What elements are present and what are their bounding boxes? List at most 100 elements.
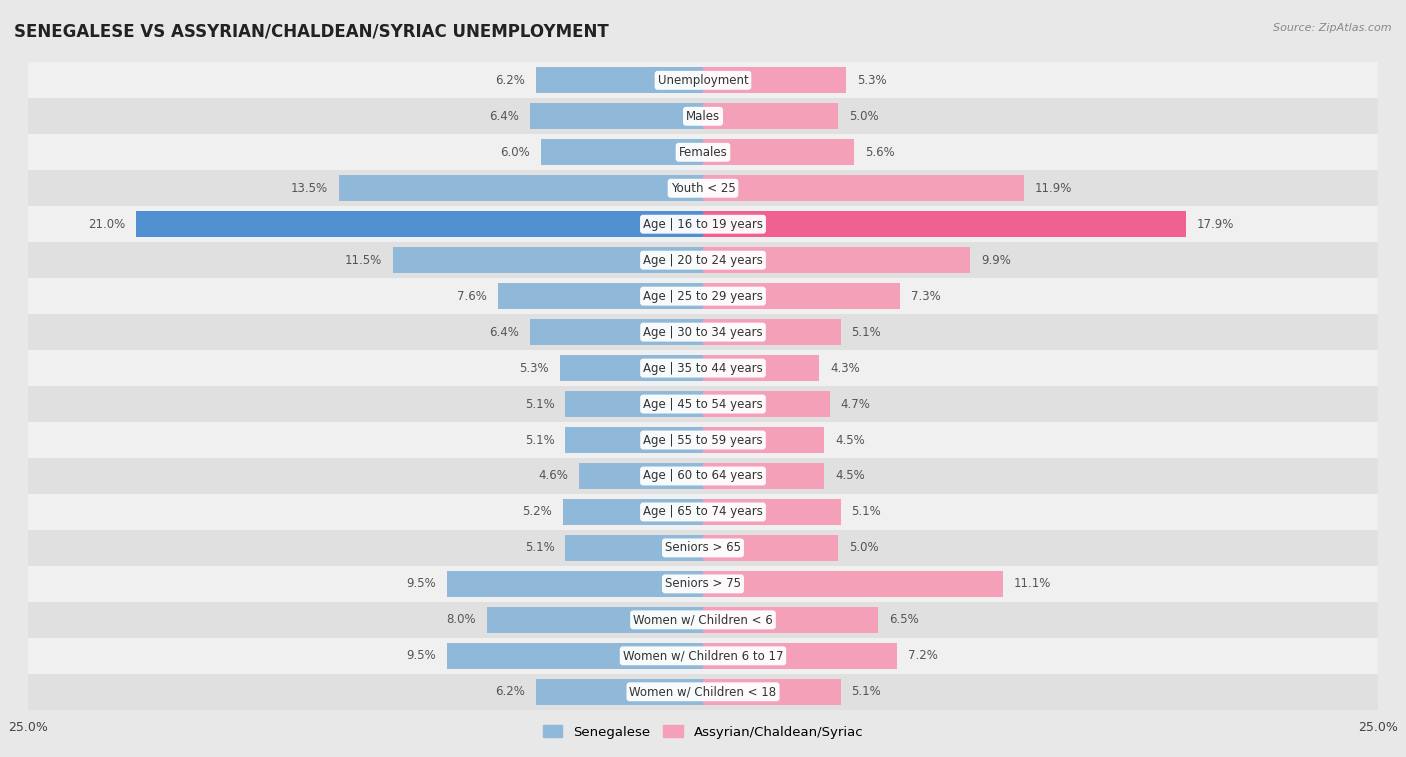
Bar xyxy=(541,139,703,165)
Bar xyxy=(28,314,1378,350)
Bar xyxy=(703,283,900,309)
Text: 7.6%: 7.6% xyxy=(457,290,486,303)
Text: 7.3%: 7.3% xyxy=(911,290,941,303)
Bar xyxy=(28,242,1378,278)
Bar xyxy=(703,499,841,525)
Text: Age | 55 to 59 years: Age | 55 to 59 years xyxy=(643,434,763,447)
Bar xyxy=(28,350,1378,386)
Text: Women w/ Children < 18: Women w/ Children < 18 xyxy=(630,685,776,698)
Text: Males: Males xyxy=(686,110,720,123)
Bar xyxy=(703,643,897,668)
Legend: Senegalese, Assyrian/Chaldean/Syriac: Senegalese, Assyrian/Chaldean/Syriac xyxy=(537,720,869,744)
Bar xyxy=(565,427,703,453)
Text: 6.2%: 6.2% xyxy=(495,685,524,698)
Bar xyxy=(565,391,703,417)
Text: 13.5%: 13.5% xyxy=(291,182,328,195)
Text: Women w/ Children 6 to 17: Women w/ Children 6 to 17 xyxy=(623,650,783,662)
Text: 5.0%: 5.0% xyxy=(849,110,879,123)
Bar xyxy=(703,211,1187,237)
Text: 6.5%: 6.5% xyxy=(889,613,920,626)
Bar xyxy=(703,679,841,705)
Bar xyxy=(703,535,838,561)
Bar xyxy=(136,211,703,237)
Text: 5.1%: 5.1% xyxy=(524,541,554,554)
Bar xyxy=(28,278,1378,314)
Text: 6.4%: 6.4% xyxy=(489,326,519,338)
Text: 5.2%: 5.2% xyxy=(522,506,551,519)
Bar xyxy=(28,170,1378,206)
Text: Age | 60 to 64 years: Age | 60 to 64 years xyxy=(643,469,763,482)
Text: 9.5%: 9.5% xyxy=(406,650,436,662)
Bar xyxy=(28,134,1378,170)
Bar xyxy=(703,571,1002,597)
Text: 9.9%: 9.9% xyxy=(981,254,1011,266)
Text: 5.1%: 5.1% xyxy=(524,397,554,410)
Bar xyxy=(392,248,703,273)
Text: 5.6%: 5.6% xyxy=(865,146,894,159)
Text: 4.3%: 4.3% xyxy=(830,362,859,375)
Text: Women w/ Children < 6: Women w/ Children < 6 xyxy=(633,613,773,626)
Bar xyxy=(703,607,879,633)
Text: Source: ZipAtlas.com: Source: ZipAtlas.com xyxy=(1274,23,1392,33)
Bar xyxy=(536,679,703,705)
Text: 6.2%: 6.2% xyxy=(495,74,524,87)
Text: 11.5%: 11.5% xyxy=(344,254,382,266)
Text: Youth < 25: Youth < 25 xyxy=(671,182,735,195)
Text: 5.3%: 5.3% xyxy=(856,74,887,87)
Bar xyxy=(28,566,1378,602)
Bar xyxy=(703,391,830,417)
Text: 5.1%: 5.1% xyxy=(852,326,882,338)
Text: 5.0%: 5.0% xyxy=(849,541,879,554)
Bar xyxy=(28,62,1378,98)
Bar xyxy=(703,427,824,453)
Text: 4.7%: 4.7% xyxy=(841,397,870,410)
Text: 5.1%: 5.1% xyxy=(852,685,882,698)
Bar xyxy=(28,98,1378,134)
Text: 11.1%: 11.1% xyxy=(1014,578,1050,590)
Bar xyxy=(28,458,1378,494)
Text: 5.3%: 5.3% xyxy=(519,362,550,375)
Bar xyxy=(28,494,1378,530)
Text: Age | 25 to 29 years: Age | 25 to 29 years xyxy=(643,290,763,303)
Bar xyxy=(28,674,1378,710)
Text: Seniors > 65: Seniors > 65 xyxy=(665,541,741,554)
Bar xyxy=(447,571,703,597)
Bar xyxy=(703,67,846,93)
Text: 11.9%: 11.9% xyxy=(1035,182,1073,195)
Bar xyxy=(536,67,703,93)
Text: Age | 45 to 54 years: Age | 45 to 54 years xyxy=(643,397,763,410)
Bar xyxy=(498,283,703,309)
Text: 4.5%: 4.5% xyxy=(835,434,865,447)
Bar xyxy=(486,607,703,633)
Bar xyxy=(703,248,970,273)
Text: 5.1%: 5.1% xyxy=(524,434,554,447)
Text: SENEGALESE VS ASSYRIAN/CHALDEAN/SYRIAC UNEMPLOYMENT: SENEGALESE VS ASSYRIAN/CHALDEAN/SYRIAC U… xyxy=(14,23,609,41)
Text: Age | 35 to 44 years: Age | 35 to 44 years xyxy=(643,362,763,375)
Bar xyxy=(447,643,703,668)
Text: 21.0%: 21.0% xyxy=(89,218,125,231)
Text: Seniors > 75: Seniors > 75 xyxy=(665,578,741,590)
Bar xyxy=(562,499,703,525)
Text: 5.1%: 5.1% xyxy=(852,506,882,519)
Bar xyxy=(28,530,1378,566)
Text: 6.0%: 6.0% xyxy=(501,146,530,159)
Bar xyxy=(530,104,703,129)
Bar xyxy=(703,319,841,345)
Text: 8.0%: 8.0% xyxy=(447,613,477,626)
Bar xyxy=(28,602,1378,638)
Bar xyxy=(560,355,703,381)
Bar xyxy=(28,206,1378,242)
Bar xyxy=(579,463,703,489)
Bar xyxy=(565,535,703,561)
Text: Age | 65 to 74 years: Age | 65 to 74 years xyxy=(643,506,763,519)
Text: 7.2%: 7.2% xyxy=(908,650,938,662)
Text: 4.5%: 4.5% xyxy=(835,469,865,482)
Text: Age | 16 to 19 years: Age | 16 to 19 years xyxy=(643,218,763,231)
Bar xyxy=(530,319,703,345)
Text: Age | 30 to 34 years: Age | 30 to 34 years xyxy=(643,326,763,338)
Bar xyxy=(28,386,1378,422)
Bar xyxy=(703,139,855,165)
Text: Age | 20 to 24 years: Age | 20 to 24 years xyxy=(643,254,763,266)
Bar xyxy=(703,463,824,489)
Text: 9.5%: 9.5% xyxy=(406,578,436,590)
